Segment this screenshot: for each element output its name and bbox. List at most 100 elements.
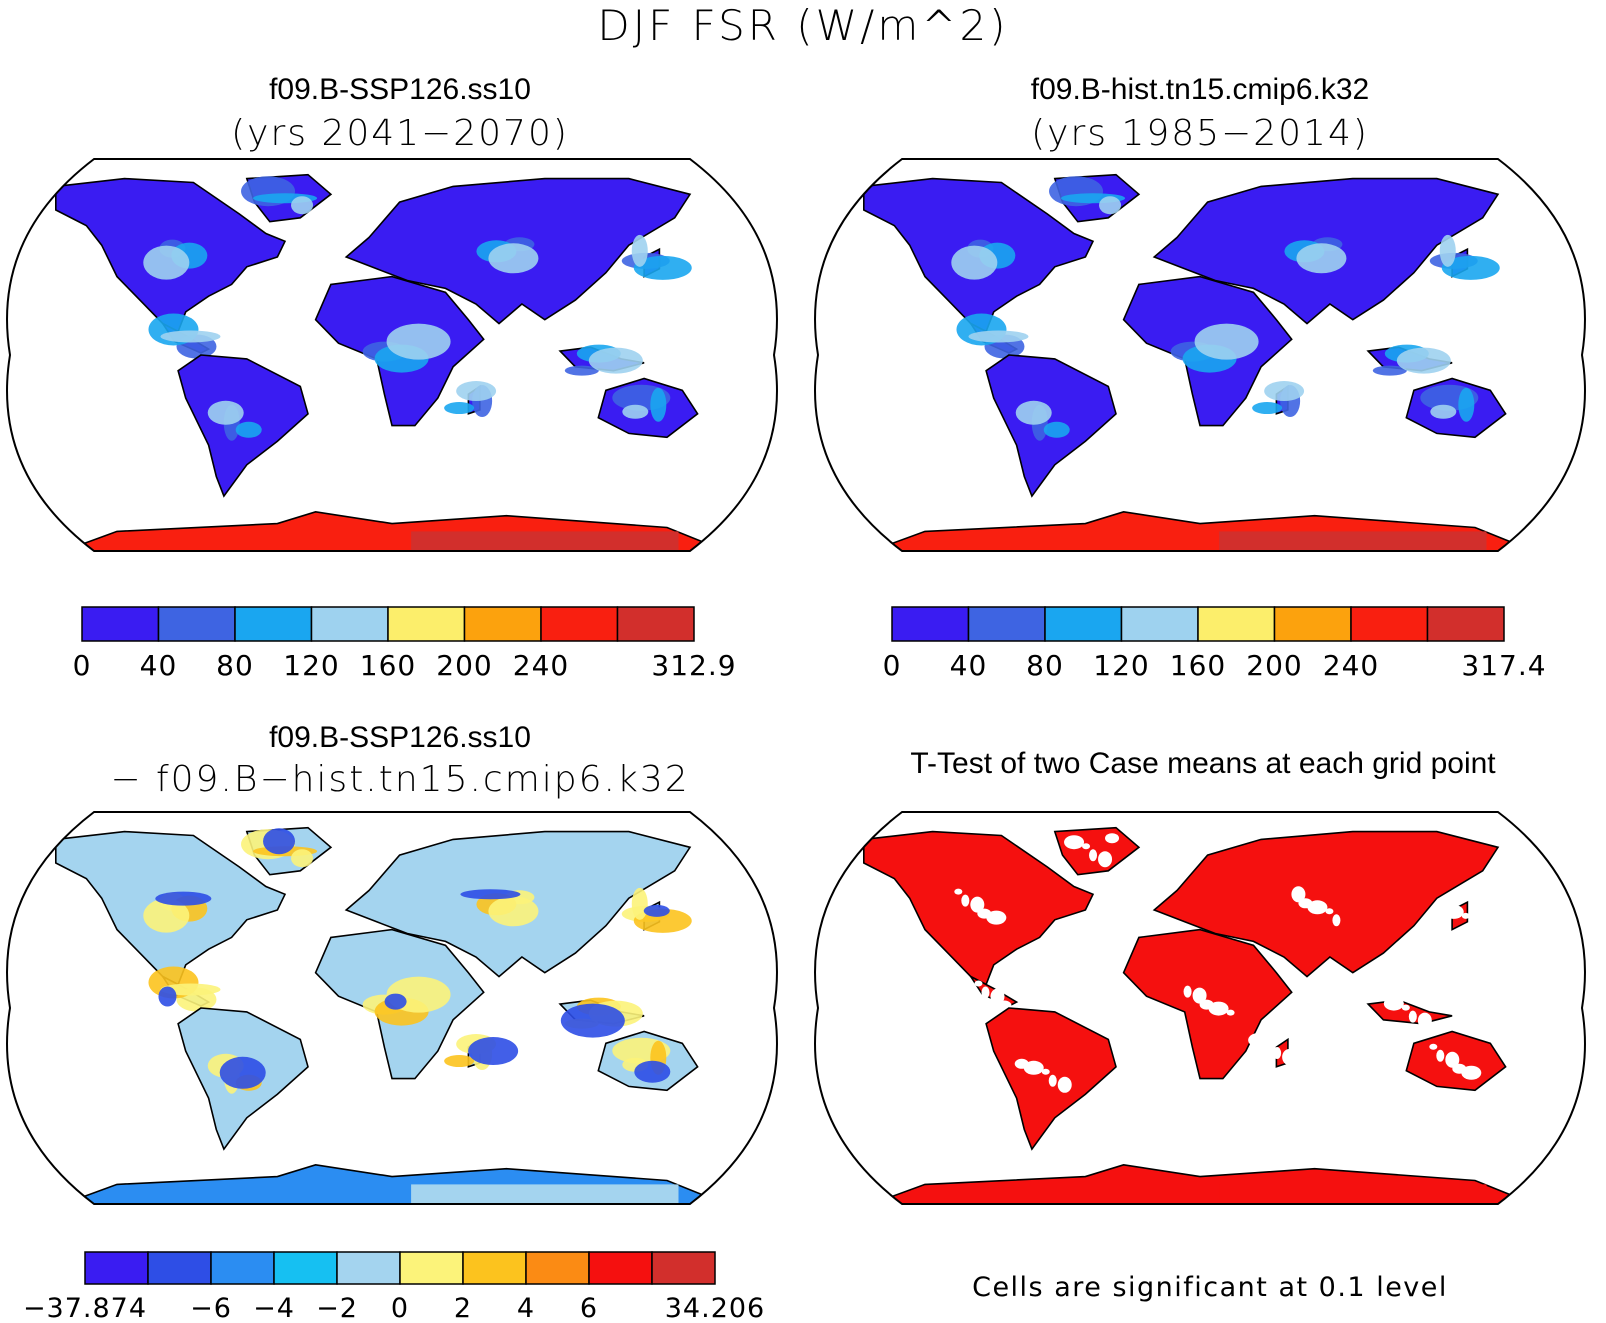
nonsignificant-patch <box>1023 1060 1044 1075</box>
panel-title-case1: f09.B-SSP126.ss10 <box>269 73 531 106</box>
field-patch <box>488 243 539 274</box>
nonsignificant-patch <box>1273 1047 1282 1060</box>
nonsignificant-patch <box>1014 1058 1029 1069</box>
colorbar-swatch <box>540 606 619 642</box>
colorbar-swatch <box>463 606 542 642</box>
nonsignificant-patch <box>1064 835 1085 850</box>
nonsignificant-patch <box>1208 1001 1229 1016</box>
map-border <box>814 158 1586 552</box>
colorbar-tick-label: 34.206 <box>665 1293 765 1323</box>
nonsignificant-patch <box>1282 1049 1297 1066</box>
nonsignificant-patch <box>1401 1004 1410 1011</box>
map-border <box>814 811 1586 1205</box>
colorbar-swatch <box>387 606 466 642</box>
colorbar-tick-label: 40 <box>950 649 988 682</box>
land-layer <box>9 173 775 551</box>
colorbar-swatch <box>651 1251 716 1285</box>
colorbar-swatch <box>147 1251 212 1285</box>
colorbar-tick-label: 4 <box>517 1293 535 1323</box>
nonsignificant-patch <box>1443 904 1464 919</box>
continent-antarctica <box>817 1163 1583 1204</box>
colorbar-tick-label: 120 <box>1093 649 1149 682</box>
panel-subtitle-diff: − f09.B−hist.tn15.cmip6.k32 <box>110 759 690 800</box>
nonsignificant-patch <box>981 986 990 999</box>
colorbar-swatch <box>616 606 695 642</box>
colorbar-tick-label: 40 <box>140 649 178 682</box>
field-patch <box>650 387 667 422</box>
field-patch <box>444 1055 475 1068</box>
nonsignificant-patch <box>1248 1033 1269 1048</box>
field-patch <box>588 347 643 374</box>
colorbar-swatch <box>273 1251 338 1285</box>
colorbar-tick-label: −6 <box>190 1293 232 1323</box>
colorbar-swatch <box>525 1251 590 1285</box>
colorbar-tick-label: 160 <box>1170 649 1226 682</box>
nonsignificant-patch <box>1445 1051 1460 1068</box>
nonsignificant-patch <box>1424 994 1439 1005</box>
field-patch <box>634 1060 671 1083</box>
polar-patch <box>1219 1184 1487 1204</box>
colorbar-swatch <box>399 1251 464 1285</box>
polar-patch <box>411 1184 679 1204</box>
colorbar-swatch <box>336 1251 401 1285</box>
colorbar-tick-label: 312.9 <box>651 649 736 682</box>
field-patch <box>155 891 212 906</box>
polar-patch <box>1219 531 1487 551</box>
field-patch <box>460 889 521 900</box>
significance-note: Cells are significant at 0.1 level <box>972 1272 1448 1303</box>
colorbar-case1: 0 40 80 120 160 200 240 312.9 <box>73 606 736 682</box>
field-patch <box>1264 381 1305 402</box>
colorbar-tick-label: 80 <box>1026 649 1064 682</box>
colorbar-tick-label: 2 <box>454 1293 472 1323</box>
nonsignificant-patch <box>1105 833 1120 844</box>
field-patch <box>1296 243 1347 274</box>
map-border <box>6 158 778 552</box>
continent-antarctica <box>9 510 775 551</box>
colorbar-swatch <box>891 606 970 642</box>
field-patch <box>1099 196 1122 215</box>
field-patch <box>235 421 262 438</box>
field-patch <box>1015 400 1052 425</box>
nonsignificant-patch <box>977 908 992 919</box>
field-patch <box>1396 347 1451 374</box>
colorbar-tick-label: −37.874 <box>23 1293 147 1323</box>
panel-subtitle-case2: (yrs 1985−2014) <box>1031 113 1369 154</box>
continent-antarctica <box>9 1163 775 1204</box>
colorbar-tick-label: 317.4 <box>1461 649 1546 682</box>
field-patch <box>456 381 497 402</box>
nonsignificant-patch <box>1098 851 1113 868</box>
field-patch <box>1043 421 1070 438</box>
field-patch <box>291 196 314 215</box>
nonsignificant-patch <box>990 988 1005 1005</box>
nonsignificant-patch <box>1307 900 1328 915</box>
colorbar-swatch <box>81 606 160 642</box>
nonsignificant-patch <box>1082 843 1091 850</box>
colorbar-tick-label: 200 <box>436 649 492 682</box>
field-patch <box>560 1003 625 1038</box>
map-case2 <box>814 158 1586 552</box>
land-layer <box>817 173 1583 551</box>
nonsignificant-patch <box>970 896 985 913</box>
field-patch <box>468 1037 519 1066</box>
nonsignificant-patch <box>1429 1043 1438 1050</box>
panel-title-case2: f09.B-hist.tn15.cmip6.k32 <box>1030 73 1370 106</box>
field-patch <box>386 323 451 360</box>
nonsignificant-patch <box>1289 1061 1304 1072</box>
nonsignificant-patch <box>1468 918 1477 931</box>
nonsignificant-patch <box>1266 1041 1275 1048</box>
land-layer <box>817 826 1583 1204</box>
field-patch <box>143 245 190 280</box>
field-patch <box>384 993 407 1010</box>
field-patch <box>1194 323 1259 360</box>
main-title: DJF FSR (W/m^2) <box>597 1 1009 50</box>
nonsignificant-patch <box>1199 999 1214 1010</box>
map-ttest <box>814 811 1586 1205</box>
field-patch <box>633 255 692 280</box>
colorbar-case2: 0 40 80 120 160 200 240 317.4 <box>883 606 1546 682</box>
field-patch <box>1372 365 1407 376</box>
colorbar-swatch <box>84 1251 149 1285</box>
nonsignificant-patch <box>1006 972 1027 987</box>
nonsignificant-patch <box>1408 1010 1417 1023</box>
field-patch <box>1458 387 1475 422</box>
map-case1 <box>6 158 778 552</box>
